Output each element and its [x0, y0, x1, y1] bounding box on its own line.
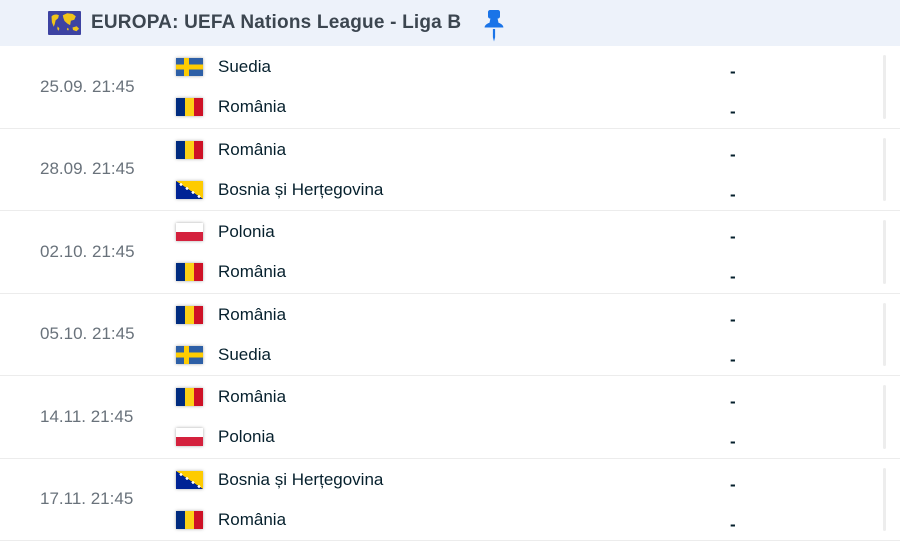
- match-datetime: 28.09. 21:45: [40, 159, 135, 179]
- row-divider: [883, 385, 886, 449]
- home-team-flag-icon: [176, 470, 203, 489]
- home-team: România: [0, 377, 900, 417]
- home-team-flag-icon: [176, 223, 203, 241]
- away-score: -: [730, 267, 736, 286]
- away-team-flag-icon: [176, 98, 203, 116]
- home-score: -: [730, 392, 736, 411]
- fixture-list: 25.09. 21:45 Suedia România - - 28.09. 2…: [0, 46, 900, 541]
- away-team: Suedia: [0, 335, 900, 375]
- away-team-name: România: [218, 97, 287, 116]
- row-divider: [883, 220, 886, 284]
- away-team-name: Polonia: [218, 427, 275, 446]
- match-datetime: 02.10. 21:45: [40, 241, 135, 261]
- home-team-name: Bosnia și Herțegovina: [218, 469, 384, 489]
- away-team: România: [0, 87, 900, 127]
- match-datetime: 05.10. 21:45: [40, 324, 135, 344]
- match-row[interactable]: 02.10. 21:45 Polonia România - -: [0, 211, 900, 294]
- teams: Polonia România: [0, 212, 900, 292]
- teams: Suedia România: [0, 47, 900, 127]
- match-row[interactable]: 28.09. 21:45 România Bosnia și Herțegovi…: [0, 128, 900, 211]
- home-score: -: [730, 474, 736, 494]
- home-score: -: [730, 62, 736, 81]
- home-team-name: România: [218, 139, 287, 159]
- away-team: Bosnia și Herțegovina: [0, 170, 900, 210]
- away-score: -: [730, 514, 736, 534]
- away-team-name: România: [218, 509, 287, 529]
- home-team: România: [0, 295, 900, 335]
- row-divider: [883, 137, 886, 201]
- row-divider: [883, 55, 886, 119]
- teams: România Suedia: [0, 295, 900, 375]
- match-row[interactable]: 05.10. 21:45 România Suedia - -: [0, 293, 900, 376]
- match-row[interactable]: 25.09. 21:45 Suedia România - -: [0, 46, 900, 129]
- home-team-name: Suedia: [218, 57, 271, 76]
- world-map-icon: [48, 11, 81, 35]
- match-row[interactable]: 17.11. 21:45 Bosnia și Herțegovina Român…: [0, 458, 900, 541]
- home-team: Polonia: [0, 212, 900, 252]
- home-team-name: Polonia: [218, 222, 275, 241]
- away-team: România: [0, 252, 900, 292]
- home-team-flag-icon: [176, 58, 203, 76]
- home-team-flag-icon: [176, 305, 203, 324]
- home-team-flag-icon: [176, 140, 203, 159]
- away-score: -: [730, 184, 736, 204]
- match-datetime: 25.09. 21:45: [40, 76, 135, 96]
- away-team-flag-icon: [176, 263, 203, 281]
- league-title[interactable]: EUROPA: UEFA Nations League - Liga B: [91, 12, 462, 33]
- away-score: -: [730, 349, 736, 369]
- match-row[interactable]: 14.11. 21:45 România Polonia - -: [0, 376, 900, 459]
- teams: România Polonia: [0, 377, 900, 457]
- teams: România Bosnia și Herțegovina: [0, 130, 900, 210]
- away-score: -: [730, 102, 736, 121]
- away-team-flag-icon: [176, 510, 203, 529]
- away-score: -: [730, 432, 736, 451]
- teams: Bosnia și Herțegovina România: [0, 460, 900, 540]
- match-datetime: 17.11. 21:45: [40, 489, 134, 509]
- away-team-name: România: [218, 262, 287, 281]
- away-team-flag-icon: [176, 180, 203, 199]
- home-score: -: [730, 144, 736, 164]
- away-team-flag-icon: [176, 345, 203, 364]
- match-datetime: 14.11. 21:45: [40, 406, 134, 426]
- home-score: -: [730, 309, 736, 329]
- away-team-name: Suedia: [218, 344, 271, 364]
- home-score: -: [730, 227, 736, 246]
- away-team: România: [0, 500, 900, 540]
- league-header: EUROPA: UEFA Nations League - Liga B: [0, 0, 900, 46]
- home-team: Suedia: [0, 47, 900, 87]
- away-team: Polonia: [0, 417, 900, 457]
- home-team-name: România: [218, 304, 287, 324]
- row-divider: [883, 467, 886, 531]
- home-team: România: [0, 130, 900, 170]
- row-divider: [883, 302, 886, 366]
- home-team: Bosnia și Herțegovina: [0, 460, 900, 500]
- away-team-name: Bosnia și Herțegovina: [218, 179, 384, 199]
- home-team-name: România: [218, 387, 287, 406]
- away-team-flag-icon: [176, 428, 203, 446]
- home-team-flag-icon: [176, 388, 203, 406]
- pushpin-icon[interactable]: [483, 5, 505, 42]
